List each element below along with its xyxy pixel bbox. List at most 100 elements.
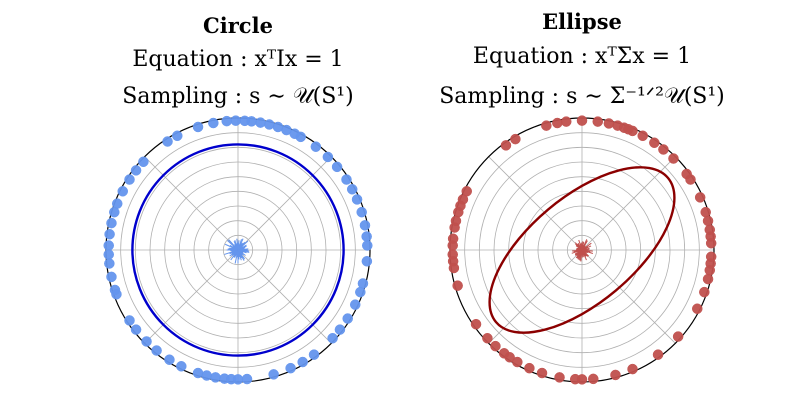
ellipse-grid-spoke — [581, 249, 676, 344]
circle-sample-point — [104, 258, 115, 269]
circle-sample-point — [327, 332, 338, 344]
ellipse-sample-point — [700, 206, 711, 218]
circle-sample-point — [331, 161, 343, 173]
circle-sample-point — [285, 362, 296, 374]
ellipse-sample-point — [681, 168, 692, 180]
circle-sample-point — [322, 151, 334, 163]
ellipse-sample-point — [541, 120, 552, 131]
circle-sample-point — [310, 141, 322, 152]
ellipse-panel: Ellipse Equation : xᵀΣx = 1 Sampling : s… — [439, 9, 725, 385]
ellipse-center-ray — [581, 249, 593, 252]
ellipse-sample-point — [704, 224, 716, 236]
ellipse-sample-point — [482, 332, 493, 344]
circle-equation: Equation : xᵀIx = 1 — [132, 47, 343, 72]
ellipse-sample-point — [470, 318, 482, 330]
ellipse-sample-point — [554, 372, 565, 383]
circle-sample-point — [359, 220, 371, 231]
circle-sample-point — [334, 324, 346, 335]
circle-polar-axes — [103, 115, 373, 385]
circle-sample-point — [208, 117, 219, 129]
circle-grid-spoke — [237, 249, 332, 344]
circle-sample-point — [264, 119, 275, 130]
ellipse-sample-point — [702, 273, 714, 285]
ellipse-polar-axes — [447, 115, 717, 385]
ellipse-sample-point — [449, 222, 460, 233]
circle-sample-point — [106, 217, 117, 229]
circle-sample-point — [117, 186, 128, 197]
ellipse-sample-point — [452, 280, 463, 291]
circle-sample-point — [230, 115, 241, 126]
circle-sample-point — [192, 121, 204, 133]
ellipse-sample-point — [627, 363, 638, 375]
circle-sample-point — [268, 369, 279, 380]
ellipse-ellipse-curve — [488, 166, 676, 334]
ellipse-grid-spoke — [488, 156, 583, 251]
circle-sample-point — [130, 324, 142, 335]
circle-sample-point — [172, 130, 183, 142]
circle-sampling: Sampling : s ∼ 𝒰(S¹) — [122, 84, 353, 109]
circle-sample-point — [111, 288, 122, 300]
circle-sample-point — [130, 165, 142, 176]
circle-grid-spoke — [237, 156, 332, 251]
circle-sample-point — [176, 361, 187, 372]
circle-sample-point — [106, 271, 117, 283]
ellipse-sample-point — [576, 115, 588, 126]
circle-sample-point — [361, 231, 372, 242]
ellipse-sample-point — [705, 251, 717, 263]
circle-sample-point — [210, 372, 221, 383]
circle-sample-point — [151, 345, 162, 356]
ellipse-sample-point — [694, 192, 706, 203]
circle-sample-point — [341, 174, 352, 185]
ellipse-sampling: Sampling : s ∼ Σ⁻¹ᐟ²𝒰(S¹) — [439, 84, 725, 109]
circle-sample-point — [239, 115, 251, 127]
circle-sample-point — [164, 354, 175, 365]
ellipse-sample-point — [552, 117, 563, 129]
ellipse-sample-point — [668, 153, 679, 164]
circle-center-ray — [237, 249, 250, 252]
ellipse-sample-point — [512, 356, 523, 368]
circle-sample-point — [356, 206, 367, 218]
circle-sample-point — [297, 356, 308, 368]
circle-sample-point — [272, 121, 284, 133]
ellipse-sample-point — [692, 303, 703, 314]
circle-sample-point — [103, 240, 114, 251]
circle-sample-point — [192, 367, 204, 379]
circle-sample-point — [255, 117, 266, 128]
ellipse-sample-point — [500, 140, 512, 151]
circle-sample-point — [138, 156, 149, 168]
circle-sample-point — [232, 374, 244, 385]
ellipse-sample-point — [510, 133, 521, 145]
circle-unit-circle-curve — [131, 143, 345, 357]
ellipse-sample-point — [603, 118, 615, 129]
circle-sample-point — [346, 184, 358, 195]
ellipse-sample-point — [612, 120, 623, 131]
circle-sample-point — [124, 174, 135, 185]
ellipse-sample-point — [637, 130, 648, 142]
circle-sample-point — [124, 315, 135, 326]
circle-sample-point — [162, 136, 173, 147]
ellipse-sample-point — [447, 240, 458, 251]
ellipse-sample-point — [658, 144, 669, 155]
circle-title: Circle — [203, 13, 273, 38]
circle-sample-point — [361, 256, 373, 267]
ellipse-sample-point — [448, 262, 460, 274]
circle-sample-point — [342, 313, 353, 324]
circle-sample-point — [362, 240, 373, 251]
circle-sample-point — [351, 194, 363, 205]
ellipse-sample-point — [672, 331, 684, 342]
ellipse-sample-point — [536, 367, 548, 379]
circle-sample-point — [141, 336, 152, 347]
circle-sample-point — [221, 115, 232, 127]
ellipse-title: Ellipse — [542, 9, 622, 34]
ellipse-equation: Equation : xᵀΣx = 1 — [473, 44, 691, 69]
ellipse-sample-point — [453, 206, 464, 218]
circle-sample-point — [349, 299, 361, 310]
circle-sample-point — [109, 206, 120, 218]
circle-sample-point — [308, 349, 320, 360]
circle-panel: Circle Equation : xᵀIx = 1 Sampling : s … — [103, 13, 373, 385]
circle-sample-point — [201, 370, 212, 381]
ellipse-sample-point — [702, 215, 714, 227]
circle-grid-spoke — [144, 249, 239, 344]
ellipse-sample-point — [504, 351, 515, 363]
